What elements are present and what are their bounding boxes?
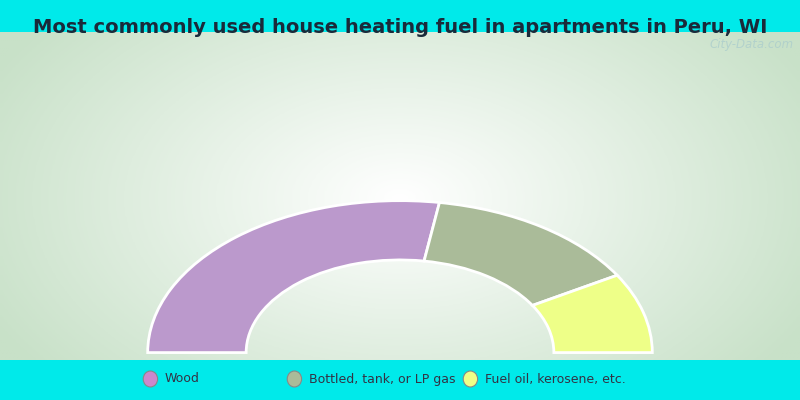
Ellipse shape bbox=[143, 371, 158, 387]
Wedge shape bbox=[148, 201, 439, 352]
Wedge shape bbox=[424, 202, 617, 306]
Text: Wood: Wood bbox=[165, 372, 200, 386]
Text: Fuel oil, kerosene, etc.: Fuel oil, kerosene, etc. bbox=[485, 372, 626, 386]
Ellipse shape bbox=[463, 371, 478, 387]
Text: Most commonly used house heating fuel in apartments in Peru, WI: Most commonly used house heating fuel in… bbox=[33, 18, 767, 37]
Wedge shape bbox=[533, 275, 652, 352]
Text: Bottled, tank, or LP gas: Bottled, tank, or LP gas bbox=[309, 372, 455, 386]
Text: City-Data.com: City-Data.com bbox=[710, 38, 794, 50]
Ellipse shape bbox=[287, 371, 302, 387]
